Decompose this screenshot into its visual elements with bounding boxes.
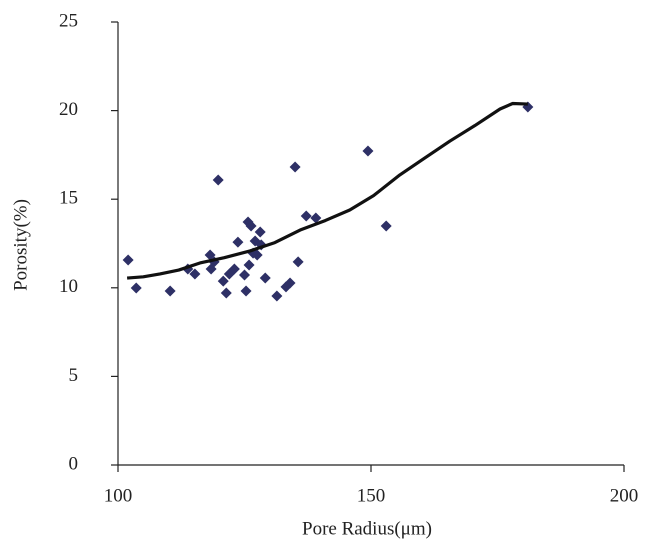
data-point [220,287,232,299]
x-tick-label: 150 [357,485,386,506]
data-point [164,285,176,297]
y-tick-label: 25 [59,10,78,31]
data-point [310,212,322,224]
data-point [300,210,312,222]
data-point [130,282,142,294]
data-point [362,145,374,157]
data-point [212,174,224,186]
data-point [271,290,283,302]
data-point [232,236,244,248]
data-point [284,277,296,289]
x-tick-label: 100 [104,485,133,506]
y-tick-label: 10 [59,276,78,297]
data-point [380,220,392,232]
data-point [122,254,134,266]
y-axis-label: Porosity(%) [10,199,31,291]
data-point [228,263,240,275]
trend-line [126,101,528,280]
y-tick-label: 20 [59,99,78,120]
data-point [245,220,257,232]
data-point [189,268,201,280]
x-tick-label: 200 [610,485,639,506]
data-point [289,161,301,173]
data-point [259,272,271,284]
y-tick-label: 15 [59,188,78,209]
data-point [239,269,250,281]
y-tick-label: 0 [69,453,79,474]
data-point [243,259,255,271]
data-point [254,226,266,238]
data-point [292,256,304,268]
data-point [240,285,252,297]
data-point [217,275,229,287]
data-point [251,249,263,261]
x-axis-label: Pore Radius(μm) [302,518,432,539]
y-tick-label: 5 [69,365,79,386]
